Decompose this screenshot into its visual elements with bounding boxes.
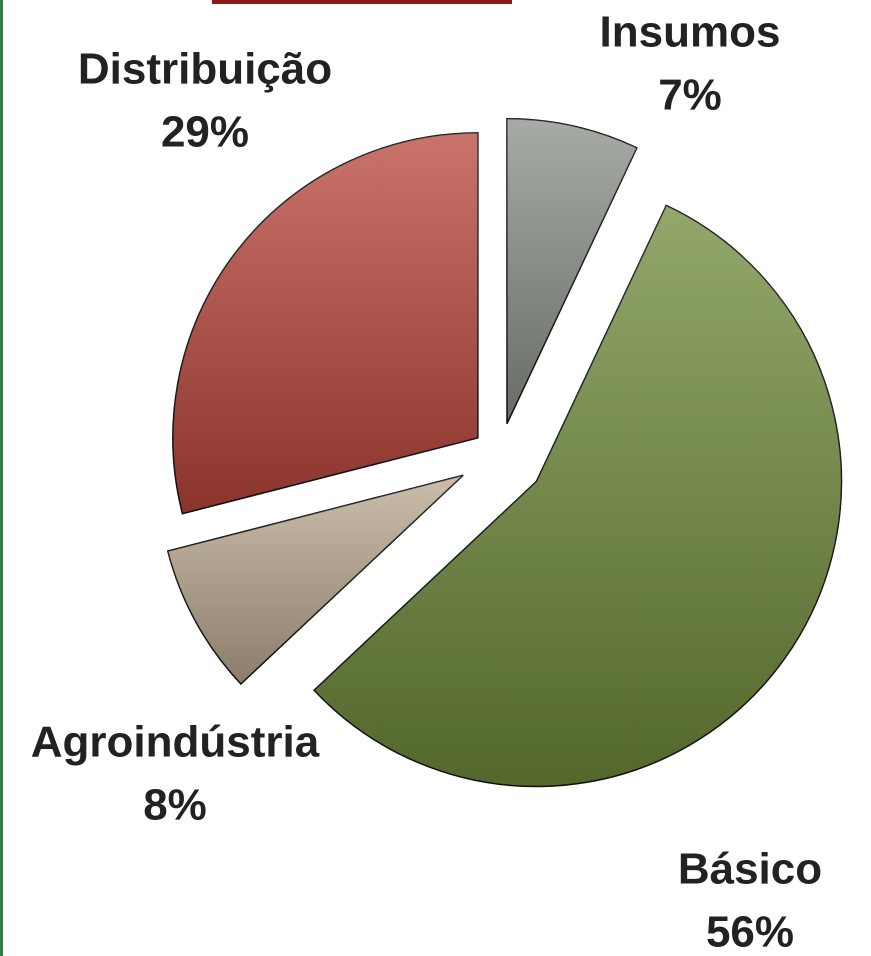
slice-shade <box>314 205 842 787</box>
pie <box>166 118 843 788</box>
slice-label: Distribuição <box>78 45 332 94</box>
slice-shade <box>172 132 478 514</box>
labels: Insumos 7% Básico 56% Agroindústria 8% Distrib… <box>31 8 822 956</box>
slice-shade <box>506 118 637 424</box>
slice-value-label: 7% <box>658 71 722 120</box>
slice-value-label: 8% <box>143 781 207 830</box>
left-border <box>0 0 3 956</box>
slice-shade <box>167 475 464 685</box>
slice-value-label: 56% <box>706 908 794 956</box>
top-rule <box>212 0 512 4</box>
slice-label: Insumos <box>600 8 781 57</box>
slice-label: Básico <box>678 845 822 894</box>
slice-label: Agroindústria <box>31 718 320 767</box>
slice-value-label: 29% <box>161 108 249 157</box>
